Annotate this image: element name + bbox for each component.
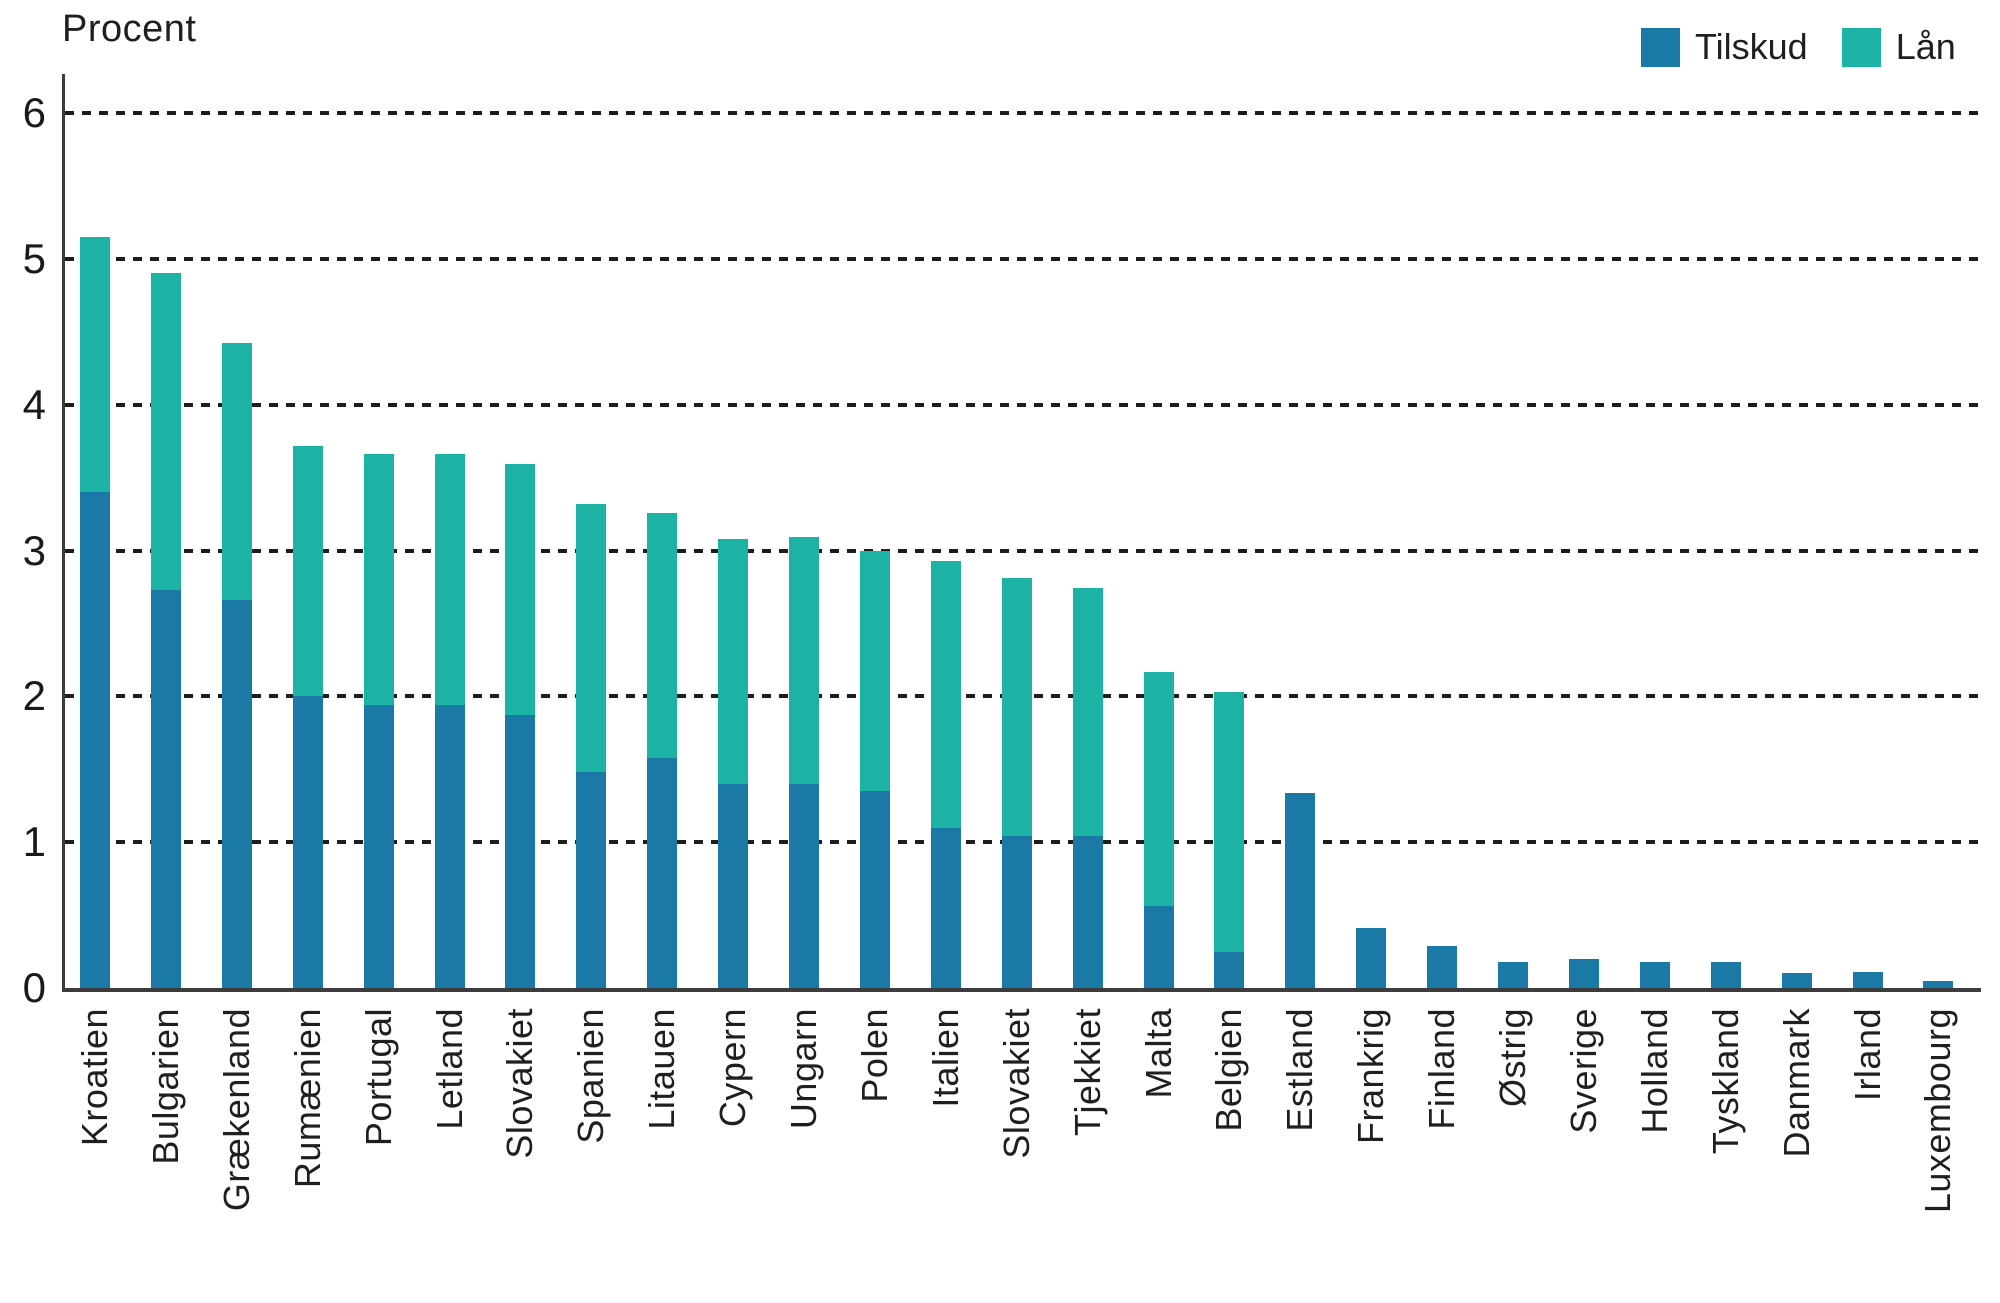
x-axis-label-17: Estland (1279, 1008, 1321, 1132)
x-axis-label-20: Østrig (1492, 1008, 1533, 1108)
gridline-3 (65, 548, 1978, 553)
x-axis-label-12: Italien (924, 1008, 966, 1108)
legend-swatch-tilskud (1641, 27, 1680, 67)
y-tick-label-6: 6 (22, 89, 46, 137)
bar-laan-2 (221, 343, 252, 601)
bar-laan-8 (647, 512, 678, 758)
bar-laan-7 (576, 503, 607, 773)
x-axis-label-11: Polen (853, 1008, 895, 1103)
x-axis-label-22: Holland (1633, 1008, 1675, 1134)
legend: Tilskud Lån (1641, 26, 1956, 68)
bar-tilskud-20 (1498, 961, 1528, 988)
x-axis-label-8: Litauen (641, 1008, 683, 1130)
y-tick-label-3: 3 (22, 526, 46, 574)
bar-laan-10 (789, 537, 819, 784)
bar-tilskud-2 (221, 600, 252, 988)
y-tick-label-1: 1 (22, 818, 46, 866)
y-axis-unit-label: Procent (62, 8, 197, 50)
legend-label-laan: Lån (1895, 26, 1956, 67)
bar-tilskud-18 (1356, 928, 1387, 988)
x-axis-label-5: Letland (428, 1008, 470, 1130)
x-axis-label-16: Belgien (1208, 1008, 1250, 1132)
bar-laan-1 (150, 273, 181, 590)
bar-laan-5 (434, 454, 465, 706)
y-tick-label-5: 5 (22, 234, 46, 282)
legend-swatch-laan (1841, 27, 1881, 67)
bar-tilskud-19 (1427, 945, 1458, 988)
bar-tilskud-17 (1285, 792, 1316, 988)
bar-tilskud-21 (1568, 958, 1599, 988)
bar-laan-0 (80, 236, 110, 493)
y-axis-line (62, 74, 65, 990)
bar-tilskud-25 (1852, 971, 1883, 988)
bar-laan-14 (1072, 588, 1103, 837)
x-axis-label-0: Kroatien (74, 1008, 115, 1147)
x-axis-label-14: Tjekkiet (1066, 1008, 1108, 1137)
x-axis-label-24: Danmark (1775, 1008, 1817, 1158)
legend-item-laan: Lån (1841, 26, 1956, 68)
bar-tilskud-1 (150, 589, 181, 988)
x-axis-label-7: Spanien (570, 1008, 612, 1144)
x-axis-label-2: Grækenland (215, 1008, 257, 1212)
bar-laan-12 (930, 560, 961, 828)
x-axis-label-19: Finland (1421, 1008, 1463, 1130)
x-axis-label-25: Irland (1846, 1008, 1888, 1102)
bar-laan-16 (1214, 691, 1245, 952)
bar-tilskud-7 (576, 772, 607, 988)
bar-tilskud-0 (80, 492, 110, 988)
x-axis-label-3: Rumænien (286, 1008, 328, 1189)
gridline-6 (65, 111, 1978, 116)
y-tick-label-4: 4 (22, 380, 46, 428)
y-tick-label-0: 0 (22, 964, 46, 1011)
bar-tilskud-13 (1001, 836, 1032, 988)
x-axis-label-13: Slovakiet (995, 1008, 1037, 1159)
x-axis-label-23: Tyskland (1704, 1008, 1746, 1155)
bar-tilskud-6 (505, 715, 536, 988)
bar-tilskud-5 (434, 705, 465, 988)
x-axis-label-1: Bulgarien (144, 1008, 186, 1165)
bar-tilskud-9 (718, 783, 749, 988)
gridline-4 (65, 402, 1978, 407)
x-axis-label-4: Portugal (357, 1008, 399, 1147)
bar-tilskud-12 (930, 827, 961, 988)
bar-tilskud-15 (1143, 906, 1174, 988)
bar-tilskud-14 (1072, 836, 1103, 988)
bar-laan-4 (363, 454, 394, 706)
bar-laan-11 (859, 550, 890, 792)
bar-tilskud-3 (292, 696, 323, 988)
bar-tilskud-11 (859, 791, 890, 988)
bar-laan-15 (1143, 671, 1174, 907)
bar-laan-9 (718, 538, 749, 784)
bar-tilskud-16 (1214, 951, 1245, 988)
y-tick-label-2: 2 (22, 672, 46, 720)
gridline-5 (65, 256, 1978, 261)
legend-label-tilskud: Tilskud (1695, 26, 1808, 67)
x-axis-label-18: Frankrig (1350, 1008, 1392, 1145)
bar-tilskud-4 (363, 705, 394, 988)
bar-laan-3 (292, 445, 323, 697)
x-axis-label-10: Ungarn (783, 1008, 824, 1130)
bar-tilskud-26 (1923, 980, 1954, 988)
legend-item-tilskud: Tilskud (1641, 26, 1808, 68)
bar-tilskud-23 (1710, 961, 1741, 988)
x-axis-label-15: Malta (1137, 1008, 1179, 1099)
bar-tilskud-22 (1639, 961, 1670, 988)
bar-tilskud-8 (647, 757, 678, 988)
bar-laan-6 (505, 464, 536, 716)
bar-laan-13 (1001, 578, 1032, 837)
x-axis-label-9: Cypern (712, 1008, 754, 1128)
bar-tilskud-10 (789, 783, 819, 988)
x-axis-label-26: Luxembourg (1917, 1008, 1959, 1214)
bar-tilskud-24 (1781, 973, 1812, 988)
x-axis-label-21: Sverige (1562, 1008, 1604, 1134)
x-axis-line (62, 988, 1981, 992)
x-axis-label-6: Slovakiet (499, 1008, 541, 1159)
